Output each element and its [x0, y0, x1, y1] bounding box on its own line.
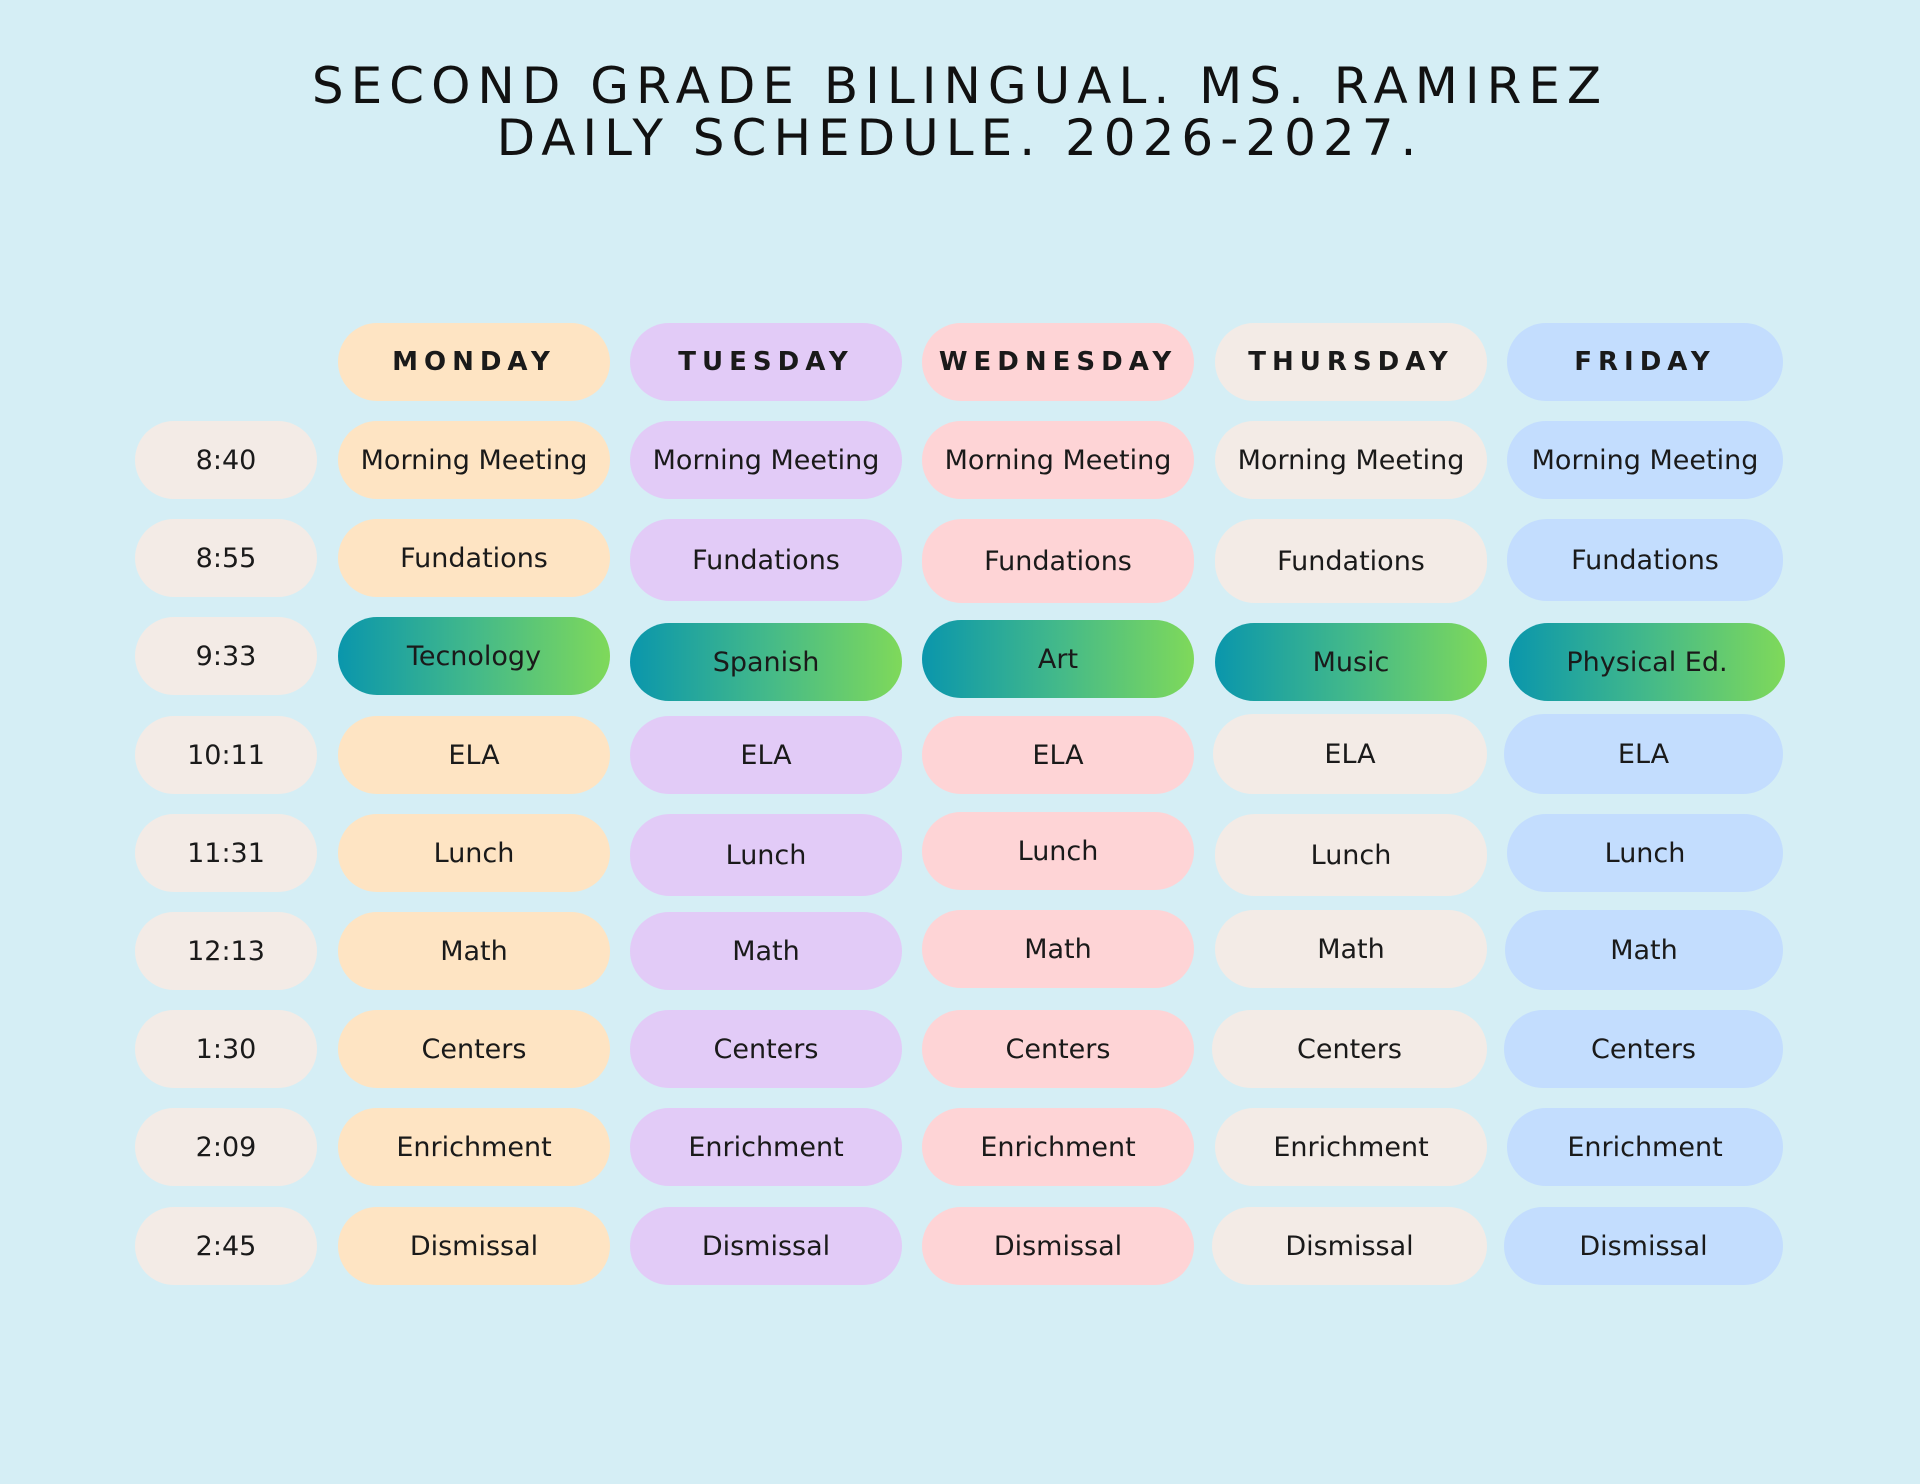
class-cell-wednesday: Fundations: [922, 519, 1194, 603]
class-cell-monday: ELA: [338, 716, 610, 794]
class-cell-wednesday: Dismissal: [922, 1207, 1194, 1285]
class-cell-friday: ELA: [1504, 714, 1783, 794]
class-cell-monday: Morning Meeting: [338, 421, 610, 499]
time-slot: 8:40: [135, 421, 317, 499]
day-header-thursday: THURSDAY: [1215, 323, 1487, 401]
class-cell-tuesday-special: Spanish: [630, 623, 902, 701]
class-cell-thursday: Fundations: [1215, 519, 1487, 603]
class-cell-thursday: Dismissal: [1212, 1207, 1487, 1285]
class-cell-tuesday: Math: [630, 912, 902, 990]
class-cell-tuesday: Enrichment: [630, 1108, 902, 1186]
class-cell-wednesday: ELA: [922, 716, 1194, 794]
class-cell-wednesday-special: Art: [922, 620, 1194, 698]
class-cell-monday: Dismissal: [338, 1207, 610, 1285]
time-slot: 2:45: [135, 1207, 317, 1285]
class-cell-monday: Lunch: [338, 814, 610, 892]
class-cell-monday: Enrichment: [338, 1108, 610, 1186]
day-header-friday: FRIDAY: [1507, 323, 1783, 401]
class-cell-monday: Centers: [338, 1010, 610, 1088]
class-cell-tuesday: Fundations: [630, 519, 902, 601]
day-header-tuesday: TUESDAY: [630, 323, 902, 401]
class-cell-thursday: Enrichment: [1215, 1108, 1487, 1186]
class-cell-tuesday: Morning Meeting: [630, 421, 902, 499]
class-cell-friday: Math: [1505, 910, 1783, 990]
time-slot: 8:55: [135, 519, 317, 597]
class-cell-thursday: Math: [1215, 910, 1487, 988]
time-slot: 2:09: [135, 1108, 317, 1186]
time-slot: 9:33: [135, 617, 317, 695]
class-cell-friday: Morning Meeting: [1507, 421, 1783, 499]
class-cell-monday: Fundations: [338, 519, 610, 597]
class-cell-wednesday: Centers: [922, 1010, 1194, 1088]
class-cell-friday-special: Physical Ed.: [1509, 623, 1785, 701]
class-cell-wednesday: Lunch: [922, 812, 1194, 890]
class-cell-tuesday: Dismissal: [630, 1207, 902, 1285]
class-cell-friday: Lunch: [1507, 814, 1783, 892]
class-cell-friday: Fundations: [1507, 519, 1783, 601]
class-cell-thursday: Lunch: [1215, 814, 1487, 896]
class-cell-wednesday: Enrichment: [922, 1108, 1194, 1186]
class-cell-thursday: Centers: [1212, 1010, 1487, 1088]
time-slot: 11:31: [135, 814, 317, 892]
class-cell-tuesday: Centers: [630, 1010, 902, 1088]
class-cell-friday: Dismissal: [1504, 1207, 1783, 1285]
title-line-1: Second Grade Bilingual. Ms. Ramirez: [311, 57, 1609, 115]
class-cell-tuesday: ELA: [630, 716, 902, 794]
class-cell-monday: Math: [338, 912, 610, 990]
title-line-2: Daily Schedule. 2026-2027.: [496, 109, 1424, 167]
time-slot: 10:11: [135, 716, 317, 794]
class-cell-thursday: ELA: [1213, 714, 1487, 794]
class-cell-thursday-special: Music: [1215, 623, 1487, 701]
class-cell-wednesday: Morning Meeting: [922, 421, 1194, 499]
time-slot: 12:13: [135, 912, 317, 990]
schedule-title: Second Grade Bilingual. Ms. Ramirez Dail…: [0, 60, 1920, 164]
class-cell-wednesday: Math: [922, 910, 1194, 988]
class-cell-friday: Centers: [1504, 1010, 1783, 1088]
class-cell-monday-special: Tecnology: [338, 617, 610, 695]
class-cell-thursday: Morning Meeting: [1215, 421, 1487, 499]
class-cell-tuesday: Lunch: [630, 814, 902, 896]
time-slot: 1:30: [135, 1010, 317, 1088]
class-cell-friday: Enrichment: [1507, 1108, 1783, 1186]
day-header-wednesday: WEDNESDAY: [922, 323, 1194, 401]
day-header-monday: MONDAY: [338, 323, 610, 401]
